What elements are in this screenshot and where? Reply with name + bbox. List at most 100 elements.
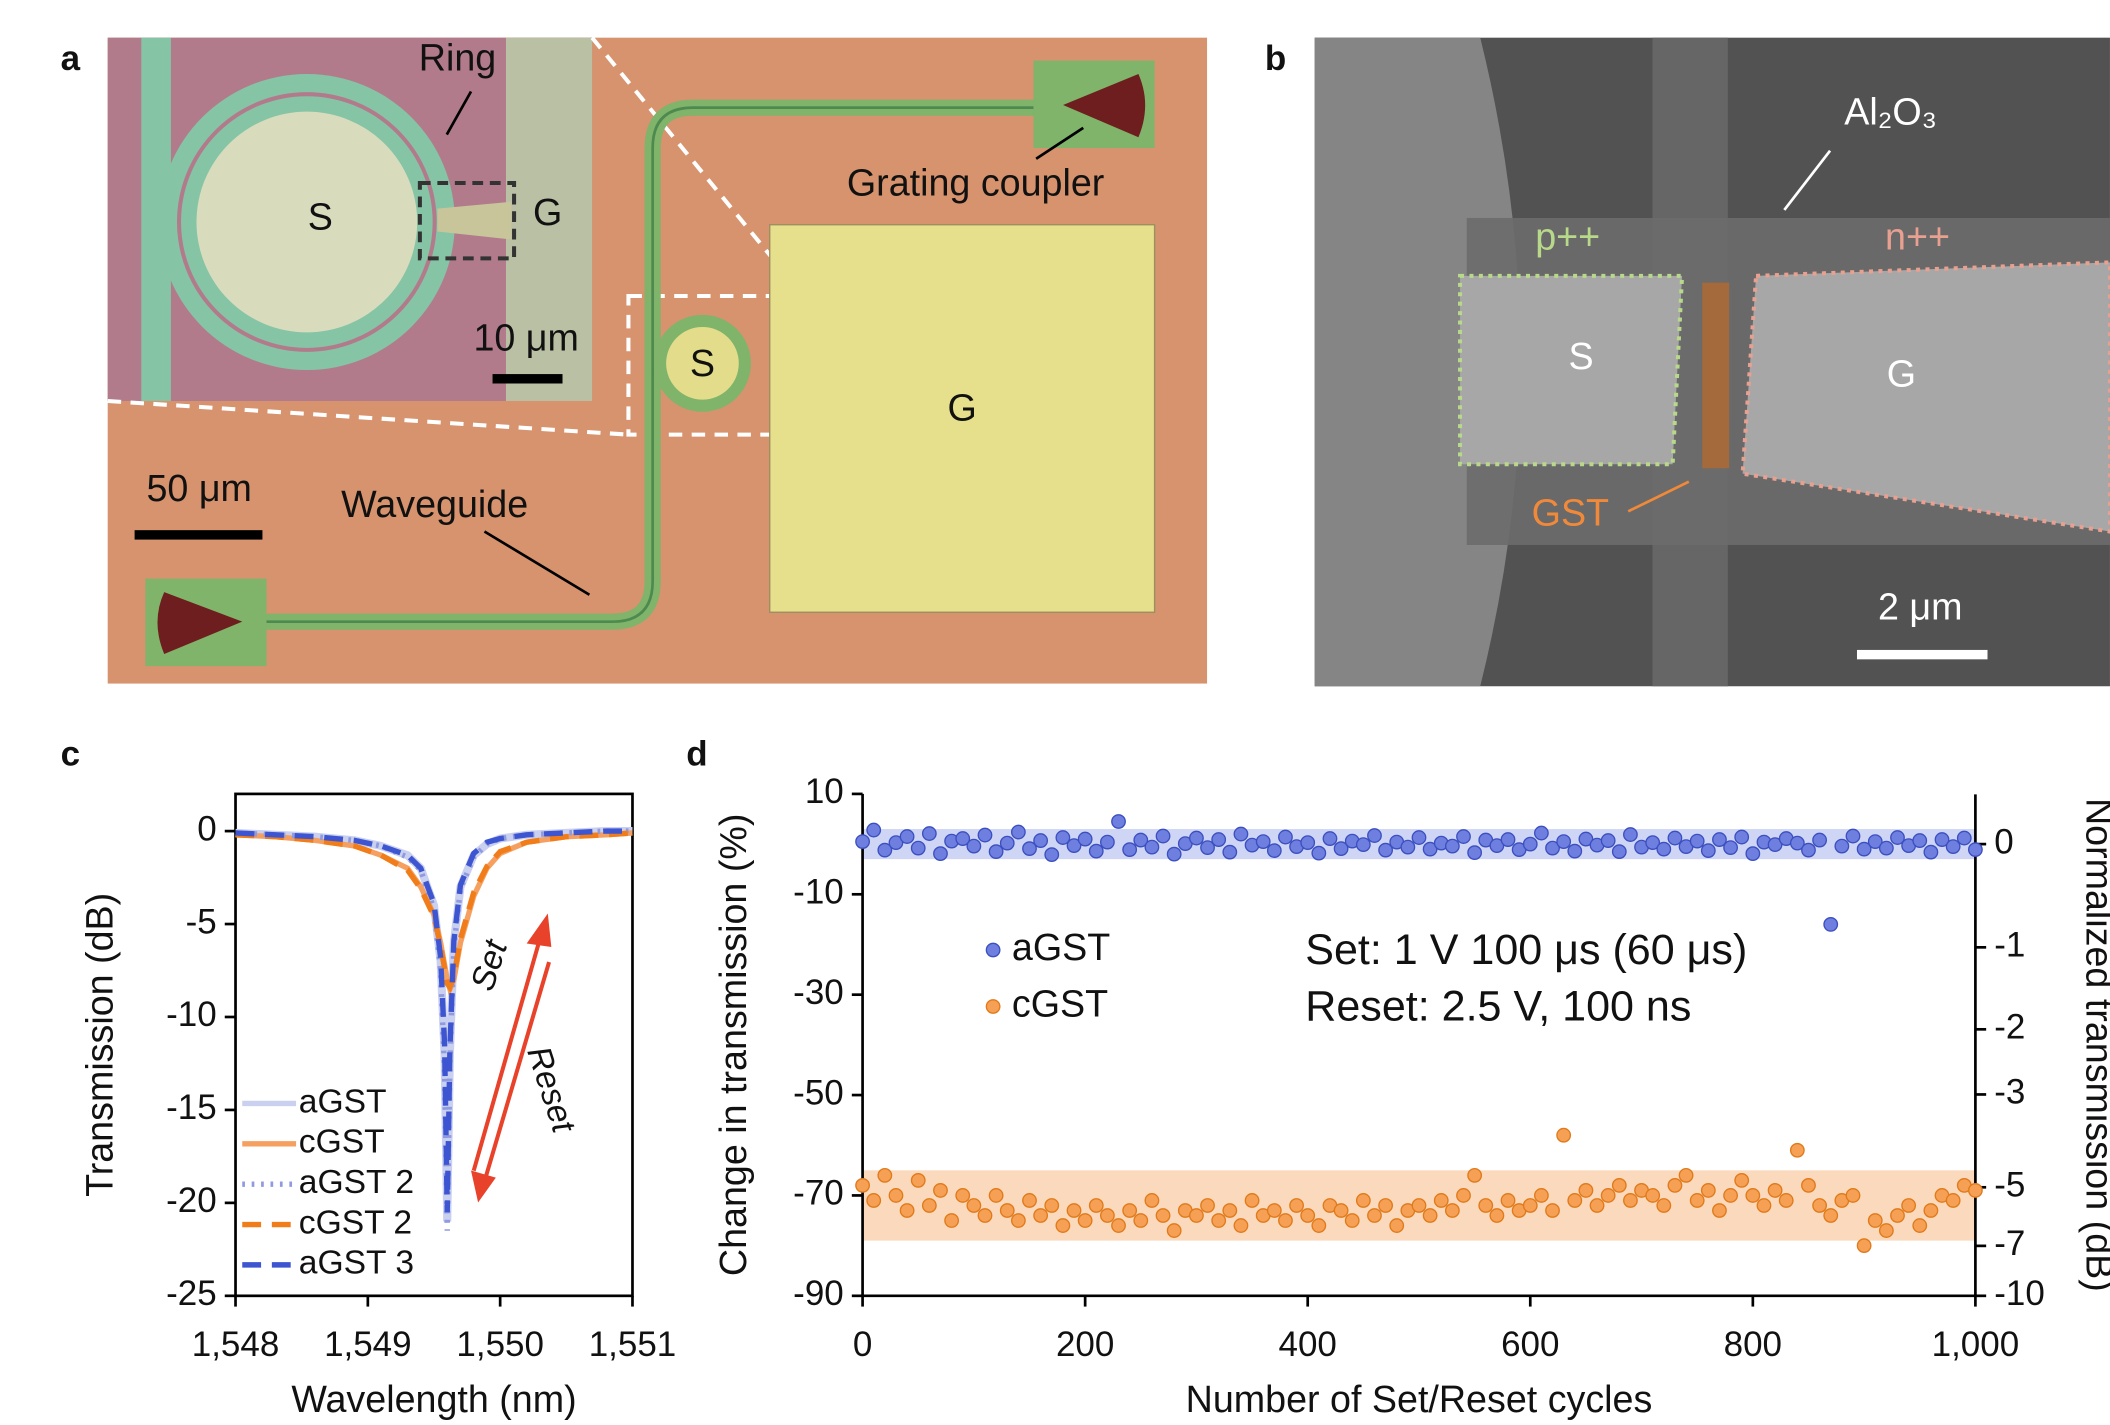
point bbox=[1379, 1199, 1392, 1212]
point bbox=[1880, 841, 1893, 854]
point bbox=[1112, 815, 1125, 828]
point bbox=[1423, 1209, 1436, 1222]
annotation: Set: 1 V 100 μs (60 μs) bbox=[1305, 926, 1747, 974]
arrowhead bbox=[474, 1173, 493, 1197]
point bbox=[1323, 832, 1336, 845]
point bbox=[1390, 1219, 1403, 1232]
annotation: Set bbox=[464, 934, 515, 995]
point bbox=[1613, 845, 1626, 858]
label: GST bbox=[1532, 491, 1609, 533]
point bbox=[856, 835, 869, 848]
point bbox=[1301, 1209, 1314, 1222]
label: S bbox=[690, 342, 715, 384]
arrowhead bbox=[530, 919, 549, 945]
y-axis-title: Transmission (dB) bbox=[78, 893, 120, 1197]
point bbox=[1746, 847, 1759, 860]
point bbox=[856, 1179, 869, 1192]
point bbox=[1657, 1199, 1670, 1212]
point bbox=[1123, 843, 1136, 856]
annotation: Reset bbox=[519, 1042, 582, 1139]
y2-tick-label: -5 bbox=[1994, 1166, 2025, 1205]
point bbox=[1746, 1189, 1759, 1202]
point bbox=[1012, 825, 1025, 838]
point bbox=[1446, 839, 1459, 852]
point bbox=[1123, 1204, 1136, 1217]
point bbox=[1156, 829, 1169, 842]
point bbox=[1056, 1219, 1069, 1232]
label: S bbox=[1569, 335, 1594, 377]
series-line bbox=[236, 831, 633, 1212]
x-axis-title: Wavelength (nm) bbox=[291, 1378, 576, 1420]
panel-label: d bbox=[686, 734, 707, 773]
point bbox=[1913, 834, 1926, 847]
point bbox=[1334, 1204, 1347, 1217]
point bbox=[889, 1189, 902, 1202]
point bbox=[1101, 835, 1114, 848]
point bbox=[1579, 1184, 1592, 1197]
point bbox=[1891, 1209, 1904, 1222]
x-tick-label: 600 bbox=[1501, 1325, 1559, 1364]
point bbox=[900, 1204, 913, 1217]
point bbox=[1969, 1184, 1982, 1197]
point bbox=[1924, 1204, 1937, 1217]
point bbox=[1167, 1224, 1180, 1237]
point bbox=[923, 827, 936, 840]
point bbox=[1946, 1194, 1959, 1207]
point bbox=[1757, 1199, 1770, 1212]
point bbox=[1902, 1199, 1915, 1212]
point bbox=[1958, 831, 1971, 844]
micrograph: Ring S G 10 μm S G 50 μm Waveguide Grati… bbox=[108, 37, 1207, 684]
point bbox=[1601, 1189, 1614, 1202]
point bbox=[1535, 1189, 1548, 1202]
y2-tick-label: -7 bbox=[1994, 1224, 2025, 1263]
point bbox=[1001, 1204, 1014, 1217]
y-tick-label: -30 bbox=[793, 973, 844, 1012]
point bbox=[1802, 843, 1815, 856]
point bbox=[1969, 843, 1982, 856]
y-tick-label: -90 bbox=[793, 1274, 844, 1313]
label: G bbox=[948, 386, 977, 428]
point bbox=[1345, 1214, 1358, 1227]
y-tick-label: -20 bbox=[166, 1181, 217, 1220]
y-tick-label: -50 bbox=[793, 1073, 844, 1112]
point bbox=[1835, 839, 1848, 852]
point bbox=[1568, 844, 1581, 857]
point bbox=[1913, 1219, 1926, 1232]
y-tick-label: -10 bbox=[166, 995, 217, 1034]
label: Grating coupler bbox=[847, 162, 1104, 204]
point bbox=[1679, 1169, 1692, 1182]
point bbox=[1190, 1209, 1203, 1222]
point bbox=[1468, 846, 1481, 859]
sem-image: Al₂O₃ p++ n++ S G GST 2 μm bbox=[1315, 38, 2110, 687]
y-tick-label: 10 bbox=[805, 772, 844, 811]
point bbox=[934, 847, 947, 860]
point bbox=[1802, 1179, 1815, 1192]
point bbox=[1223, 1204, 1236, 1217]
point bbox=[945, 1214, 958, 1227]
point bbox=[1880, 1224, 1893, 1237]
label: S bbox=[308, 195, 333, 237]
point bbox=[1668, 1179, 1681, 1192]
y-axis-title: Change in transmission (%) bbox=[712, 814, 754, 1277]
label: 10 μm bbox=[473, 316, 578, 358]
point bbox=[1234, 1219, 1247, 1232]
point bbox=[1190, 831, 1203, 844]
point bbox=[1846, 1189, 1859, 1202]
scale-bar bbox=[135, 530, 263, 539]
point bbox=[1768, 1184, 1781, 1197]
point bbox=[1368, 1209, 1381, 1222]
legend-label: cGST bbox=[1012, 982, 1108, 1024]
label: n++ bbox=[1885, 215, 1950, 257]
label: Al₂O₃ bbox=[1844, 90, 1937, 132]
point bbox=[1624, 828, 1637, 841]
point bbox=[1501, 1194, 1514, 1207]
point bbox=[967, 839, 980, 852]
x-tick-label: 1,000 bbox=[1932, 1325, 2020, 1364]
point bbox=[1145, 840, 1158, 853]
point bbox=[1813, 833, 1826, 846]
series-line bbox=[236, 831, 633, 1221]
point bbox=[867, 823, 880, 836]
point bbox=[978, 1209, 991, 1222]
point bbox=[1401, 840, 1414, 853]
point bbox=[1869, 1214, 1882, 1227]
